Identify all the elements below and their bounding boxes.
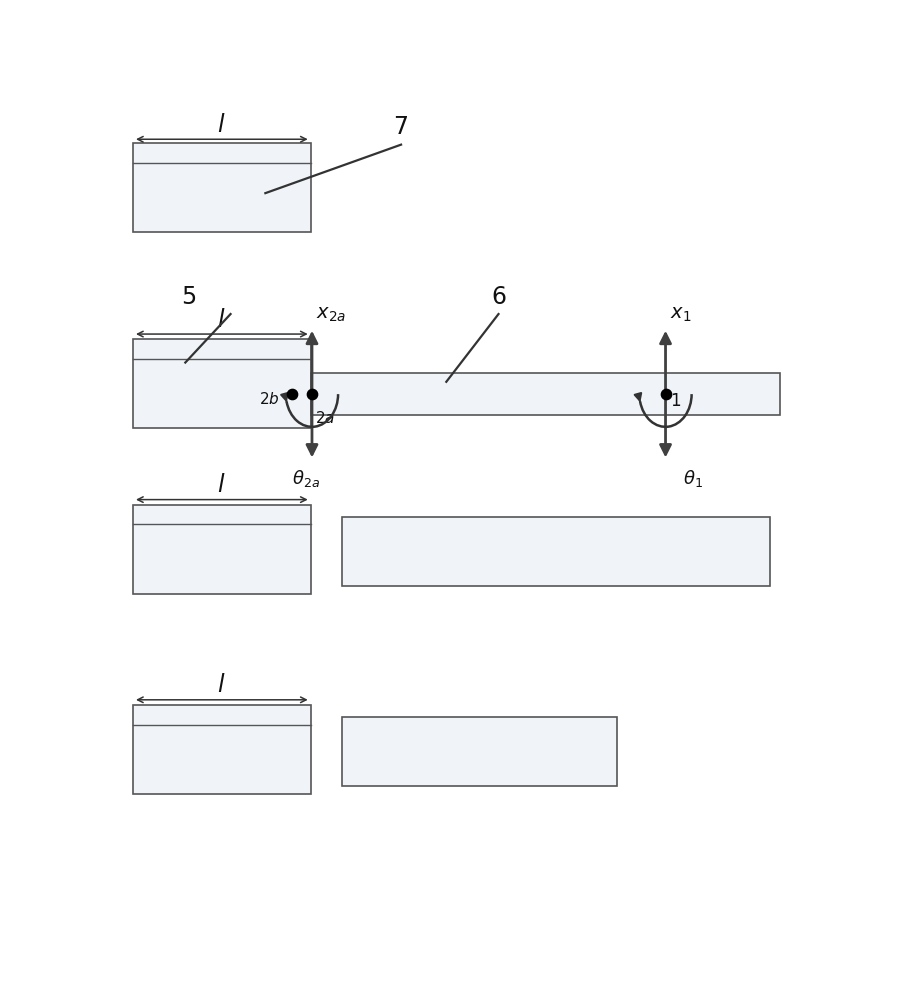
Bar [133,705,311,794]
Text: $1$: $1$ [671,392,682,410]
Text: $x_1$: $x_1$ [671,305,691,324]
Text: $x_{2a}$: $x_{2a}$ [316,305,347,324]
Bar [133,143,311,232]
Text: 5: 5 [181,285,197,309]
Bar [342,517,770,586]
Bar [133,339,311,428]
Text: $l$: $l$ [217,674,225,698]
Text: 7: 7 [393,115,409,139]
Bar [133,505,311,594]
Text: 6: 6 [491,285,506,309]
Text: $l$: $l$ [217,308,225,332]
Text: $l$: $l$ [217,113,225,137]
Bar [342,717,617,786]
Text: $\theta_1$: $\theta_1$ [682,468,703,489]
Text: $l$: $l$ [217,473,225,497]
Text: $2b$: $2b$ [259,391,279,407]
Bar [311,373,780,415]
Point [658,386,673,402]
Text: $\theta_{2a}$: $\theta_{2a}$ [292,468,320,489]
Point [285,386,299,402]
Point [304,386,319,402]
Text: $2a$: $2a$ [315,410,336,426]
